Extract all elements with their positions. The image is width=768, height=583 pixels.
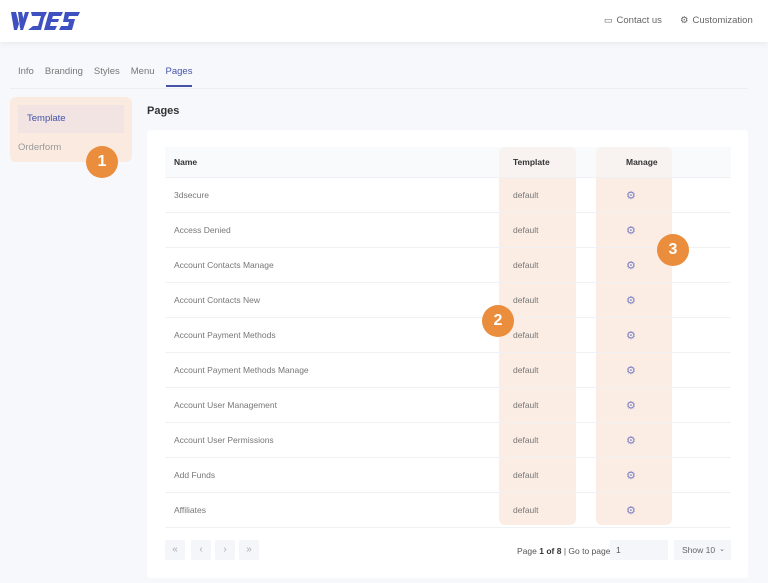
table-row: Account Contacts New default ⚙ xyxy=(165,283,731,318)
tab-pages[interactable]: Pages xyxy=(165,66,193,87)
page-title: Pages xyxy=(147,105,180,117)
contact-us-link[interactable]: ▭ Contact us xyxy=(604,15,662,26)
template-value: default xyxy=(513,295,539,305)
gear-icon: ⚙ xyxy=(680,15,689,26)
header-template: Template xyxy=(513,157,550,167)
divider xyxy=(10,88,748,89)
manage-gear-icon[interactable]: ⚙ xyxy=(626,504,636,517)
tab-info[interactable]: Info xyxy=(18,66,34,77)
template-value: default xyxy=(513,330,539,340)
pages-table: Name Template Manage 3dsecure default ⚙ Acc… xyxy=(165,147,731,528)
manage-gear-icon[interactable]: ⚙ xyxy=(626,294,636,307)
header: ▭ Contact us ⚙ Customization xyxy=(0,0,768,42)
table-row: Account Payment Methods Manage default ⚙ xyxy=(165,353,731,388)
template-value: default xyxy=(513,225,539,235)
page-name[interactable]: Account User Permissions xyxy=(174,435,274,445)
table-row: Account Payment Methods default ⚙ xyxy=(165,318,731,353)
page-name[interactable]: Access Denied xyxy=(174,225,231,235)
table-row: Account User Management default ⚙ xyxy=(165,388,731,423)
manage-gear-icon[interactable]: ⚙ xyxy=(626,224,636,237)
page-name[interactable]: Add Funds xyxy=(174,470,216,480)
sidebar-item-template[interactable]: Template xyxy=(18,105,124,133)
page-name[interactable]: Account Payment Methods xyxy=(174,330,276,340)
callout-badge-2: 2 xyxy=(482,305,514,337)
prev-page-button[interactable]: ‹ xyxy=(191,540,211,560)
template-value: default xyxy=(513,365,539,375)
table-header: Name Template Manage xyxy=(165,147,731,178)
tab-branding[interactable]: Branding xyxy=(44,66,83,77)
template-value: default xyxy=(513,190,539,200)
template-value: default xyxy=(513,505,539,515)
page-name[interactable]: Account Contacts New xyxy=(174,295,260,305)
table-row: Affiliates default ⚙ xyxy=(165,493,731,528)
header-manage: Manage xyxy=(626,157,658,167)
template-value: default xyxy=(513,470,539,480)
manage-gear-icon[interactable]: ⚙ xyxy=(626,189,636,202)
template-value: default xyxy=(513,260,539,270)
tab-bar: Info Branding Styles Menu Pages xyxy=(18,66,193,87)
manage-gear-icon[interactable]: ⚙ xyxy=(626,329,636,342)
go-to-page-input[interactable] xyxy=(610,540,668,560)
last-page-button[interactable]: » xyxy=(239,540,259,560)
callout-badge-3: 3 xyxy=(657,234,689,266)
template-value: default xyxy=(513,435,539,445)
template-column-highlight xyxy=(499,147,576,525)
page-name[interactable]: Account Contacts Manage xyxy=(174,260,274,270)
tab-styles[interactable]: Styles xyxy=(93,66,120,77)
manage-gear-icon[interactable]: ⚙ xyxy=(626,399,636,412)
page-info: Page 1 of 8 | Go to page: xyxy=(517,546,613,556)
table-row: Account Contacts Manage default ⚙ xyxy=(165,248,731,283)
sidebar-item-orderform[interactable]: Orderform xyxy=(18,142,62,153)
first-page-button[interactable]: « xyxy=(165,540,185,560)
manage-gear-icon[interactable]: ⚙ xyxy=(626,469,636,482)
chat-icon: ▭ xyxy=(604,15,613,25)
template-value: default xyxy=(513,400,539,410)
manage-column-highlight xyxy=(596,147,672,525)
wdes-logo[interactable] xyxy=(11,10,81,32)
page-name[interactable]: Affiliates xyxy=(174,505,206,515)
next-page-button[interactable]: › xyxy=(215,540,235,560)
callout-badge-1: 1 xyxy=(86,146,118,178)
manage-gear-icon[interactable]: ⚙ xyxy=(626,364,636,377)
manage-gear-icon[interactable]: ⚙ xyxy=(626,434,636,447)
table-row: Access Denied default ⚙ xyxy=(165,213,731,248)
tab-menu[interactable]: Menu xyxy=(130,66,155,77)
page-name[interactable]: 3dsecure xyxy=(174,190,209,200)
page-name[interactable]: Account Payment Methods Manage xyxy=(174,365,309,375)
table-row: 3dsecure default ⚙ xyxy=(165,178,731,213)
page-name[interactable]: Account User Management xyxy=(174,400,277,410)
customization-link[interactable]: ⚙ Customization xyxy=(680,15,753,26)
page-size-select[interactable]: Show 10 ⌄ xyxy=(674,540,731,560)
manage-gear-icon[interactable]: ⚙ xyxy=(626,259,636,272)
table-row: Account User Permissions default ⚙ xyxy=(165,423,731,458)
table-row: Add Funds default ⚙ xyxy=(165,458,731,493)
chevron-down-icon: ⌄ xyxy=(719,546,725,553)
header-name: Name xyxy=(174,157,198,167)
